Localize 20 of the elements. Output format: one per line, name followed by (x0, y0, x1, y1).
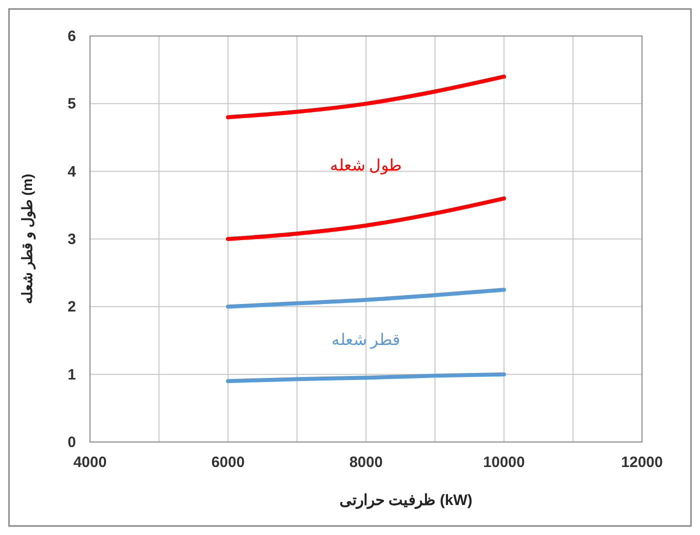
text: طول شعله (330, 158, 402, 175)
y-tick-label: 2 (68, 298, 76, 316)
y-tick-label: 3 (68, 231, 76, 248)
line-series (226, 372, 506, 384)
line-series (226, 196, 506, 241)
series-label: قطر شعله (331, 332, 401, 349)
line-series (226, 288, 506, 309)
x-tick-label: 10000 (483, 454, 525, 471)
x-tick-label: 12000 (621, 454, 663, 471)
y-tick-label: 4 (68, 163, 77, 180)
y-tick-label: 6 (68, 28, 76, 45)
x-axis-title: ظرفیت حرارتی (kW) (340, 492, 472, 509)
y-tick-label: 0 (68, 434, 76, 451)
y-tick-label: 5 (68, 96, 76, 113)
line-series (226, 74, 506, 120)
x-tick-label: 8000 (349, 454, 383, 471)
x-tick-label: 4000 (73, 454, 107, 471)
y-tick-label: 1 (68, 366, 76, 384)
y-axis-title: طول و قطر شعله (m) (19, 174, 36, 304)
x-tick-label: 6000 (211, 454, 245, 471)
